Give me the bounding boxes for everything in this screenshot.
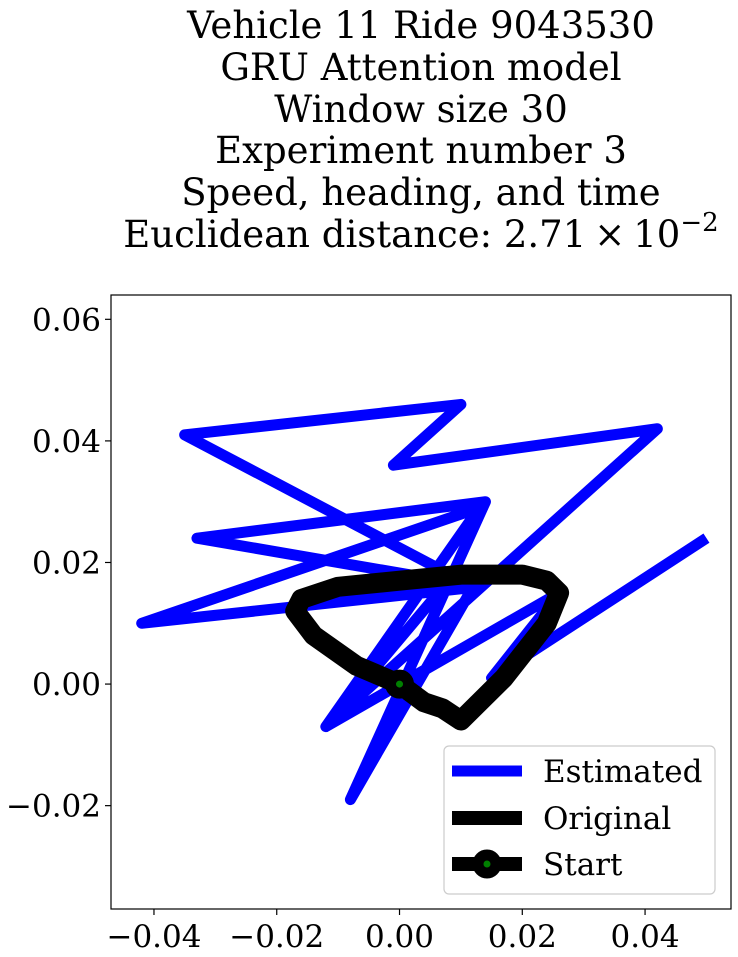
y-tick-label: 0.06 xyxy=(32,302,101,338)
distance-prefix: Euclidean distance: 2.71 xyxy=(123,213,586,256)
chart-title: Vehicle 11 Ride 9043530 GRU Attention mo… xyxy=(123,4,718,256)
distance-times: × xyxy=(594,213,625,256)
distance-base: 10 xyxy=(633,213,680,256)
title-line-5: Speed, heading, and time xyxy=(181,171,660,214)
distance-exponent: −2 xyxy=(680,208,718,238)
plot-area xyxy=(136,398,710,806)
legend: Estimated Original Start xyxy=(443,745,716,895)
legend-label-start: Start xyxy=(543,847,623,883)
x-tick-label: −0.04 xyxy=(106,919,201,955)
x-tick-label: −0.02 xyxy=(229,919,324,955)
title-line-2: GRU Attention model xyxy=(220,46,621,89)
x-axis: −0.04 −0.02 0.00 0.02 0.04 xyxy=(106,909,680,955)
x-tick-label: 0.04 xyxy=(611,919,680,955)
y-tick-label: −0.02 xyxy=(6,789,101,825)
title-line-4: Experiment number 3 xyxy=(215,129,627,172)
plot-frame xyxy=(110,294,732,910)
start-point-marker xyxy=(385,669,415,699)
series-original-line xyxy=(285,564,570,731)
legend-swatch-start-marker xyxy=(472,849,502,879)
series-estimated-line xyxy=(136,398,710,806)
y-axis: −0.02 0.00 0.02 0.04 0.06 xyxy=(6,302,111,825)
title-line-1: Vehicle 11 Ride 9043530 xyxy=(186,4,655,47)
y-tick-label: 0.02 xyxy=(32,545,101,581)
x-tick-label: 0.00 xyxy=(365,919,434,955)
x-tick-label: 0.02 xyxy=(488,919,557,955)
title-line-6: Euclidean distance: 2.71 × 10−2 xyxy=(123,208,718,256)
title-line-3: Window size 30 xyxy=(274,88,568,131)
legend-label-original: Original xyxy=(543,801,671,837)
legend-label-estimated: Estimated xyxy=(543,754,702,790)
y-tick-label: 0.04 xyxy=(32,424,101,460)
y-tick-label: 0.00 xyxy=(32,667,101,703)
